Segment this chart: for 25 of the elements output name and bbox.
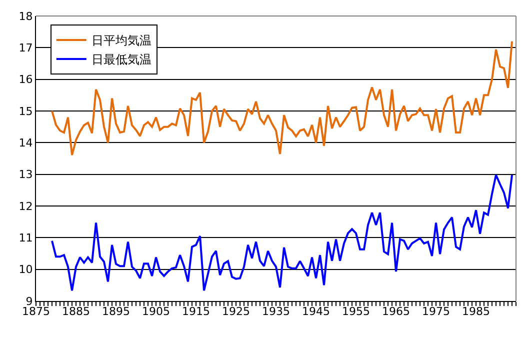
y-tick-label: 18 <box>18 10 33 23</box>
y-tick-label: 9 <box>26 294 33 308</box>
y-tick-label: 16 <box>18 73 33 86</box>
y-tick-label: 10 <box>18 263 33 276</box>
y-tick-label: 17 <box>18 42 33 55</box>
y-tick-label: 12 <box>18 200 33 213</box>
x-tick-label: 1875 <box>22 305 50 318</box>
y-tick-label: 14 <box>18 136 33 150</box>
x-tick-label: 1905 <box>142 305 170 318</box>
line-series <box>51 174 513 292</box>
x-tick-label: 1885 <box>62 305 90 318</box>
x-tick-label: 1895 <box>102 305 130 318</box>
y-tick-label: 11 <box>18 232 33 245</box>
legend-label: 日最低気温 <box>91 52 152 67</box>
x-tick-label: 1955 <box>342 305 370 318</box>
x-tick-label: 1935 <box>262 305 290 318</box>
x-tick-label: 1945 <box>302 305 330 318</box>
y-tick-label: 13 <box>18 168 33 182</box>
x-tick-label: 1915 <box>182 305 210 318</box>
x-tick-label: 1975 <box>422 305 450 318</box>
y-tick-label: 15 <box>18 104 33 118</box>
x-tick-label: 1985 <box>462 305 490 318</box>
x-tick-label: 1965 <box>382 305 410 318</box>
legend-label: 日平均気温 <box>91 34 152 48</box>
x-tick-label: 1925 <box>222 305 250 318</box>
